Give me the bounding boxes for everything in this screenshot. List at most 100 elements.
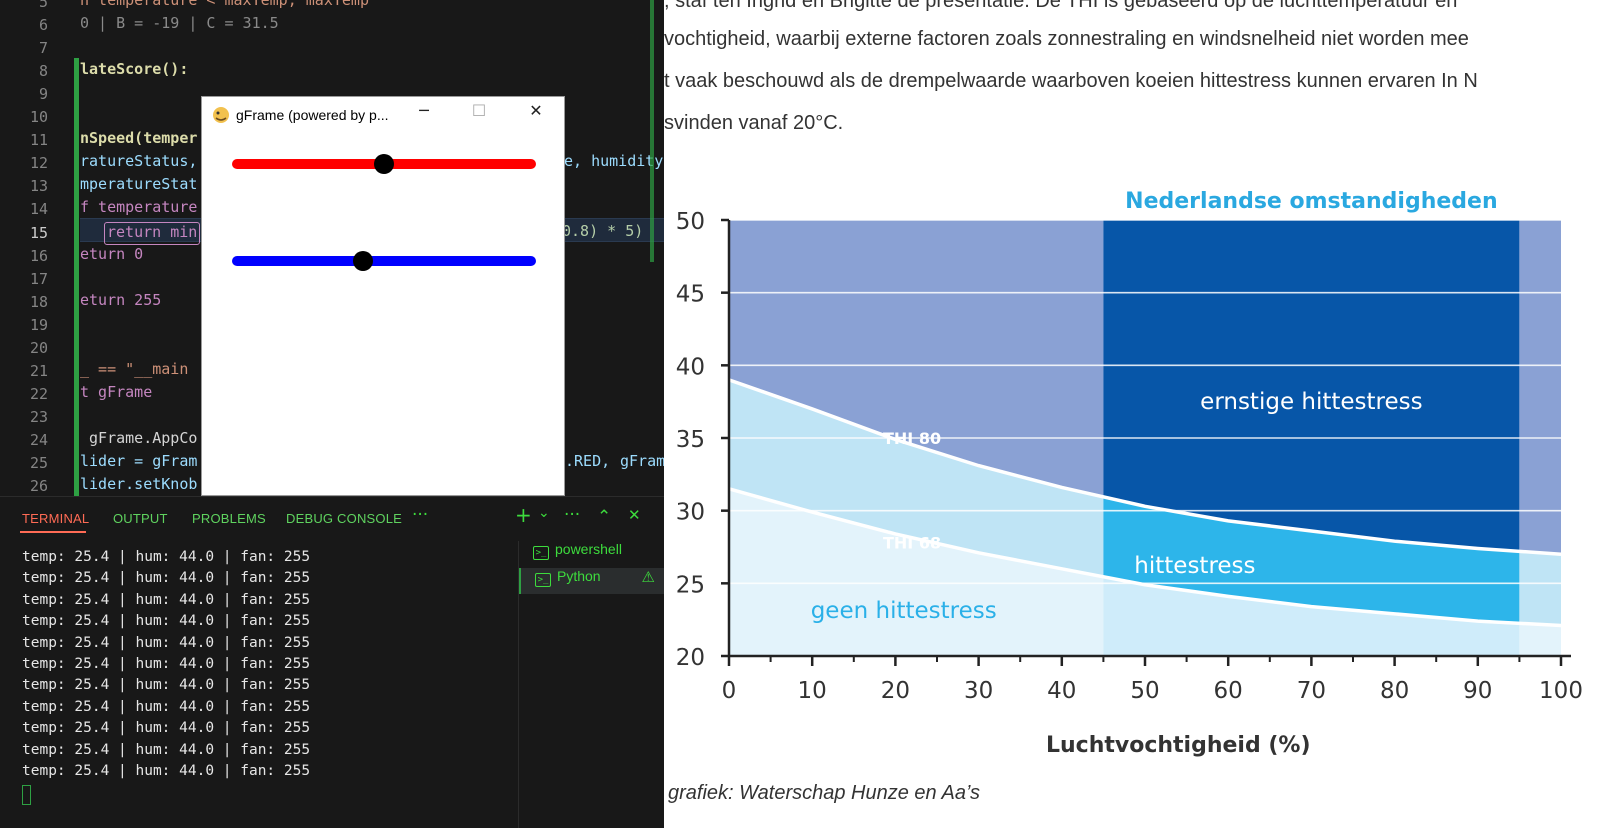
- article-line: vochtigheid, waarbij externe factoren zo…: [664, 28, 1469, 50]
- band-label: hittestress: [1134, 553, 1255, 579]
- code-fragment: e, humidity: [564, 152, 664, 171]
- terminal-line: temp: 25.4 | hum: 44.0 | fan: 255: [22, 655, 311, 672]
- article-page: , staf ten Ingrid en Brigitte de present…: [664, 0, 1618, 828]
- chevron-down-icon[interactable]: ⌄: [538, 505, 550, 521]
- session-label: powershell: [555, 541, 622, 557]
- band-label: ernstige hittestress: [1200, 389, 1422, 415]
- x-tick-label: 20: [881, 678, 910, 704]
- close-panel-icon[interactable]: ✕: [628, 506, 641, 524]
- x-tick-label: 60: [1214, 678, 1243, 704]
- severe-stress-region: [1103, 220, 1520, 552]
- more-tabs-icon[interactable]: ···: [412, 505, 429, 525]
- tab-terminal[interactable]: TERMINAL: [22, 511, 90, 526]
- code-fragment: gFram: [620, 452, 664, 470]
- more-actions-icon[interactable]: ···: [564, 505, 581, 525]
- terminal-line: temp: 25.4 | hum: 44.0 | fan: 255: [22, 634, 311, 651]
- severe-stress-region: [729, 220, 1104, 497]
- thi-curve: [728, 378, 1562, 557]
- x-tick-label: 90: [1463, 678, 1492, 704]
- gframe-title: gFrame (powered by p...: [236, 107, 389, 123]
- terminal-line: temp: 25.4 | hum: 44.0 | fan: 255: [22, 720, 311, 737]
- x-tick-label: 0: [722, 678, 737, 704]
- x-tick-label: 100: [1539, 678, 1583, 704]
- blue-slider-track[interactable]: [232, 251, 536, 271]
- code-line: _ == "__main: [80, 359, 189, 378]
- code-line: eturn 0: [80, 244, 144, 263]
- x-tick-label: 70: [1297, 678, 1326, 704]
- terminal-output[interactable]: temp: 25.4 | hum: 44.0 | fan: 255 temp: 2…: [22, 549, 502, 784]
- line-number: 13: [29, 177, 48, 196]
- session-python[interactable]: >_ Python ⚠: [519, 568, 665, 594]
- code-line: 0 | B = -19 | C = 31.5: [80, 14, 279, 33]
- terminal-icon: >_: [533, 546, 549, 560]
- line-number: 17: [29, 269, 48, 288]
- code-area[interactable]: n temperature < maxTemp, maxTemp 0 | B = …: [80, 0, 664, 496]
- maximize-button[interactable]: ☐: [471, 101, 487, 120]
- code-line: lateScore():: [80, 60, 189, 79]
- stress-region: [729, 379, 1104, 577]
- terminal-session-list: >_ powershell >_ Python ⚠: [518, 541, 665, 828]
- line-number: 7: [38, 39, 48, 58]
- red-slider-knob[interactable]: [374, 154, 394, 174]
- terminal-line: temp: 25.4 | hum: 44.0 | fan: 255: [22, 613, 311, 630]
- code-line: mperatureStat: [80, 175, 198, 194]
- line-number: 18: [29, 292, 48, 311]
- terminal-icon: >_: [535, 573, 551, 587]
- terminal-line: temp: 25.4 | hum: 44.0 | fan: 255: [22, 741, 311, 758]
- tab-debug-console[interactable]: DEBUG CONSOLE: [286, 511, 403, 526]
- severe-stress-region: [1519, 220, 1561, 555]
- gframe-titlebar[interactable]: gFrame (powered by p... ─ ☐ ✕: [202, 97, 564, 133]
- x-tick-label: 10: [798, 678, 827, 704]
- chart-caption: grafiek: Waterschap Hunze en Aa’s: [668, 782, 981, 804]
- code-line: eturn 255: [80, 290, 162, 309]
- chart-title: Nederlandse omstandigheden: [1125, 189, 1497, 214]
- maximize-panel-icon[interactable]: ⌃: [597, 507, 612, 527]
- line-number: 20: [29, 338, 48, 357]
- no-stress-region: [729, 488, 1104, 656]
- line-number: 21: [29, 361, 48, 380]
- code-line: gFrame.AppCo: [80, 428, 198, 447]
- bottom-panel: TERMINAL OUTPUT PROBLEMS DEBUG CONSOLE ·…: [0, 496, 665, 828]
- line-number: 10: [29, 108, 48, 127]
- line-number: 16: [29, 246, 48, 265]
- line-number: 24: [29, 430, 48, 449]
- line-number: 25: [29, 454, 48, 472]
- code-line: nSpeed(temper: [80, 129, 198, 148]
- blue-slider-knob[interactable]: [352, 251, 373, 271]
- code-line: ratureStatus,: [80, 152, 198, 171]
- minimize-button[interactable]: ─: [419, 101, 429, 120]
- tab-problems[interactable]: PROBLEMS: [192, 511, 266, 526]
- stress-region: [1519, 551, 1561, 626]
- python-snake-icon: [213, 107, 229, 123]
- article-line: t vaak beschouwd als de drempelwaarde wa…: [664, 70, 1478, 92]
- y-tick-label: 20: [676, 645, 705, 671]
- close-button[interactable]: ✕: [529, 101, 543, 120]
- active-tab-underline: [20, 531, 86, 533]
- gframe-window[interactable]: gFrame (powered by p... ─ ☐ ✕: [201, 96, 565, 496]
- line-number: 14: [29, 200, 48, 219]
- y-tick-label: 50: [676, 209, 705, 235]
- session-powershell[interactable]: >_ powershell: [519, 541, 665, 567]
- tab-output[interactable]: OUTPUT: [113, 511, 168, 526]
- code-line: f temperature: [80, 198, 198, 217]
- line-number: 26: [29, 477, 48, 496]
- minimap-indicator: [650, 0, 654, 262]
- line-number: 15: [29, 223, 48, 242]
- line-number: 19: [29, 315, 48, 334]
- band-label: geen hittestress: [811, 598, 997, 624]
- session-label: Python: [557, 568, 601, 584]
- code-line: lider = gFram: [80, 452, 198, 470]
- y-tick-label: 25: [676, 572, 705, 598]
- code-fragment: 0.8) * 5): [562, 221, 644, 240]
- y-tick-label: 30: [676, 500, 705, 526]
- no-stress-region: [1519, 623, 1561, 656]
- curve-label: THI 68: [883, 533, 941, 552]
- thi-curve: [728, 487, 1562, 628]
- add-terminal-icon[interactable]: +: [515, 503, 532, 527]
- article-line: , staf ten Ingrid en Brigitte de present…: [664, 0, 1458, 12]
- y-tick-label: 40: [676, 354, 705, 380]
- x-tick-label: 40: [1047, 678, 1076, 704]
- line-number: 22: [29, 384, 48, 403]
- red-slider-track[interactable]: [232, 154, 536, 174]
- thi-chart: 20 25 30 35 40 45 50 0 10 20 30 40 50 60 70 80 90 100 Nede…: [676, 189, 1583, 758]
